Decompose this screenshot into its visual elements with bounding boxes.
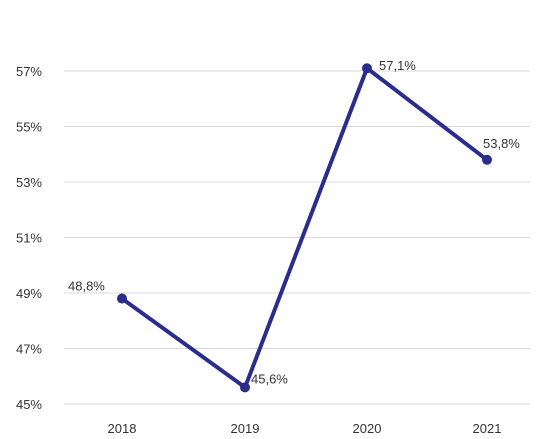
y-tick-label: 51% bbox=[16, 231, 42, 246]
data-point-2021 bbox=[482, 154, 492, 165]
gridlines bbox=[64, 70, 530, 405]
x-axis-tick-labels: 2018 2019 2020 2021 bbox=[108, 421, 502, 436]
x-tick-label: 2019 bbox=[231, 421, 260, 436]
data-label-2021: 53,8% bbox=[483, 136, 520, 151]
y-axis-tick-labels: 45% 47% 49% 51% 53% 55% 57% bbox=[16, 64, 42, 412]
x-tick-label: 2018 bbox=[108, 421, 137, 436]
y-tick-label: 49% bbox=[16, 286, 42, 301]
y-tick-label: 47% bbox=[16, 342, 42, 357]
y-tick-label: 53% bbox=[16, 175, 42, 190]
data-label-2020: 57,1% bbox=[379, 58, 416, 73]
data-point-2018 bbox=[117, 293, 127, 304]
y-tick-label: 57% bbox=[16, 64, 42, 79]
series-layer bbox=[117, 63, 492, 393]
series-line bbox=[120, 66, 489, 390]
data-labels: 48,8% 45,6% 57,1% 53,8% bbox=[68, 58, 520, 386]
data-point-2020 bbox=[362, 63, 372, 74]
y-tick-label: 45% bbox=[16, 397, 42, 412]
x-tick-label: 2020 bbox=[353, 421, 382, 436]
data-label-2018: 48,8% bbox=[68, 279, 105, 294]
x-tick-label: 2021 bbox=[473, 421, 502, 436]
y-tick-label: 55% bbox=[16, 120, 42, 135]
data-point-2019 bbox=[240, 382, 250, 393]
data-label-2019: 45,6% bbox=[251, 371, 288, 386]
